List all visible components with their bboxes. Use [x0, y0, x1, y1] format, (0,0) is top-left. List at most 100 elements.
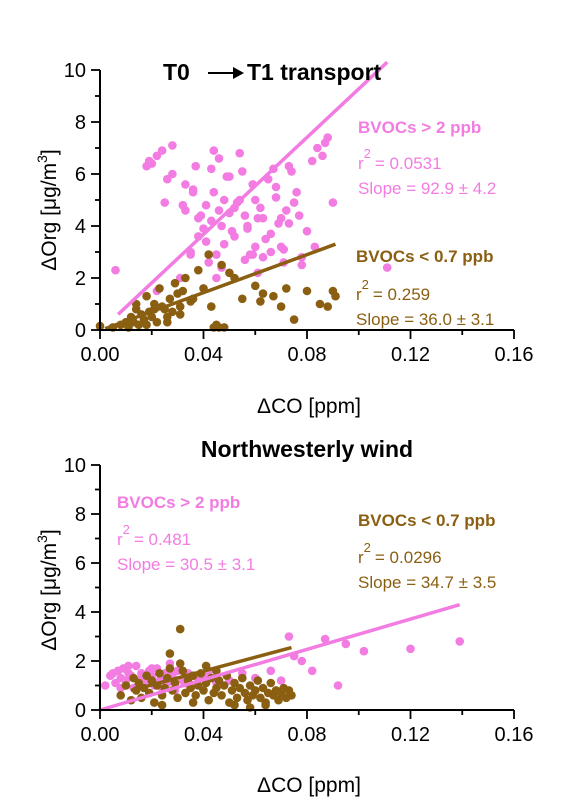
scatter-point: [175, 302, 185, 311]
scatter-point: [209, 146, 219, 155]
y-tick-label: 4: [75, 602, 86, 624]
x-tick-label: 0.12: [391, 724, 430, 746]
scatter-point: [142, 320, 151, 330]
scatter-point: [173, 693, 182, 703]
scatter-point: [323, 133, 333, 142]
fit-line-low: [130, 645, 292, 693]
scatter-point: [276, 676, 286, 685]
scatter-point: [150, 698, 159, 707]
scatter-point: [217, 260, 226, 270]
scatter-point: [382, 263, 392, 272]
scatter-point: [307, 666, 317, 676]
scatter-point: [279, 245, 289, 254]
legend-low-name: BVOCs < 0.7 ppb: [358, 511, 495, 530]
scatter-point: [188, 187, 198, 197]
scatter-point: [217, 691, 226, 700]
scatter-point: [315, 299, 325, 309]
scatter-point: [201, 237, 211, 246]
scatter-point: [178, 666, 188, 676]
y-tick-label: 2: [75, 651, 86, 673]
scatter-point: [100, 681, 110, 690]
legend-low-slope: Slope = 34.7 ± 3.5: [358, 573, 496, 592]
scatter-point: [178, 286, 188, 296]
scatter-point: [204, 695, 213, 705]
scatter-point: [116, 691, 125, 700]
scatter-point: [181, 180, 190, 189]
scatter-point: [251, 686, 260, 695]
scatter-point: [111, 265, 120, 275]
scatter-point: [287, 691, 296, 700]
legend-high-slope: Slope = 30.5 ± 3.1: [117, 555, 255, 574]
scatter-point: [199, 686, 208, 695]
scatter-point: [214, 206, 224, 215]
scatter-point: [248, 250, 257, 259]
scatter-point: [201, 200, 211, 210]
chart-title-right: T1 transport: [247, 59, 382, 85]
scatter-point: [313, 143, 322, 153]
scatter-point: [302, 286, 312, 296]
scatter-point: [258, 213, 268, 223]
scatter-point: [269, 291, 278, 301]
scatter-point: [152, 317, 162, 327]
scatter-point: [214, 154, 224, 163]
scatter-point: [328, 198, 338, 207]
scatter-point: [131, 661, 141, 671]
x-tick-label: 0.00: [81, 724, 120, 746]
scatter-point: [207, 164, 216, 174]
scatter-point: [186, 250, 195, 259]
x-tick-label: 0.16: [495, 724, 534, 746]
scatter-point: [175, 310, 185, 319]
scatter-point: [276, 213, 286, 223]
scatter-point: [134, 320, 144, 330]
scatter-point: [181, 273, 190, 283]
x-tick-label: 0.04: [184, 344, 223, 366]
scatter-point: [165, 294, 175, 304]
scatter-point: [266, 666, 276, 676]
scatter-point: [165, 664, 175, 673]
scatter-point: [175, 659, 185, 668]
fit-line-high: [99, 602, 461, 712]
scatter-point: [297, 656, 307, 666]
y-axis-label: ΔOrg [μg/m3]: [34, 529, 61, 650]
y-tick-label: 6: [75, 164, 86, 186]
scatter-point: [406, 644, 415, 654]
fit-line-high: [116, 60, 389, 316]
legend-high-slope: Slope = 92.9 ± 4.2: [358, 179, 496, 198]
scatter-point: [243, 221, 252, 231]
axes: [91, 464, 515, 719]
scatter-series-high: [111, 133, 392, 296]
y-tick-label: 10: [64, 455, 86, 477]
scatter-point: [251, 281, 260, 291]
scatter-point: [232, 693, 242, 703]
scatter-point: [297, 260, 307, 270]
scatter-point: [170, 278, 180, 288]
scatter-point: [168, 169, 177, 179]
scatter-point: [240, 255, 250, 265]
scatter-point: [238, 673, 247, 683]
scatter-point: [165, 649, 175, 658]
scatter-point: [323, 302, 333, 311]
scatter-point: [266, 678, 276, 688]
scatter-point: [251, 242, 260, 252]
scatter-point: [238, 167, 247, 176]
scatter-point: [225, 172, 234, 181]
y-tick-label: 2: [75, 268, 86, 290]
scatter-point: [455, 637, 465, 646]
scatter-point: [284, 219, 294, 228]
scatter-point: [160, 198, 169, 207]
scatter-point: [163, 317, 172, 327]
x-tick-label: 0.08: [288, 344, 327, 366]
scatter-point: [204, 258, 213, 267]
scatter-point: [188, 698, 198, 707]
scatter-point: [207, 302, 216, 311]
scatter-point: [318, 151, 327, 161]
scatter-point: [240, 211, 250, 220]
scatter-point: [292, 187, 301, 197]
panel-bottom: 0 2 4 6 8 10 0.00 0.04 0.08 0.12 0.16 Northwesterl…: [34, 436, 533, 797]
y-tick-label: 6: [75, 553, 86, 575]
scatter-point: [258, 252, 268, 262]
scatter-point: [191, 161, 200, 171]
scatter-point: [212, 683, 221, 693]
scatter-point: [253, 676, 263, 685]
scatter-point: [212, 250, 221, 259]
